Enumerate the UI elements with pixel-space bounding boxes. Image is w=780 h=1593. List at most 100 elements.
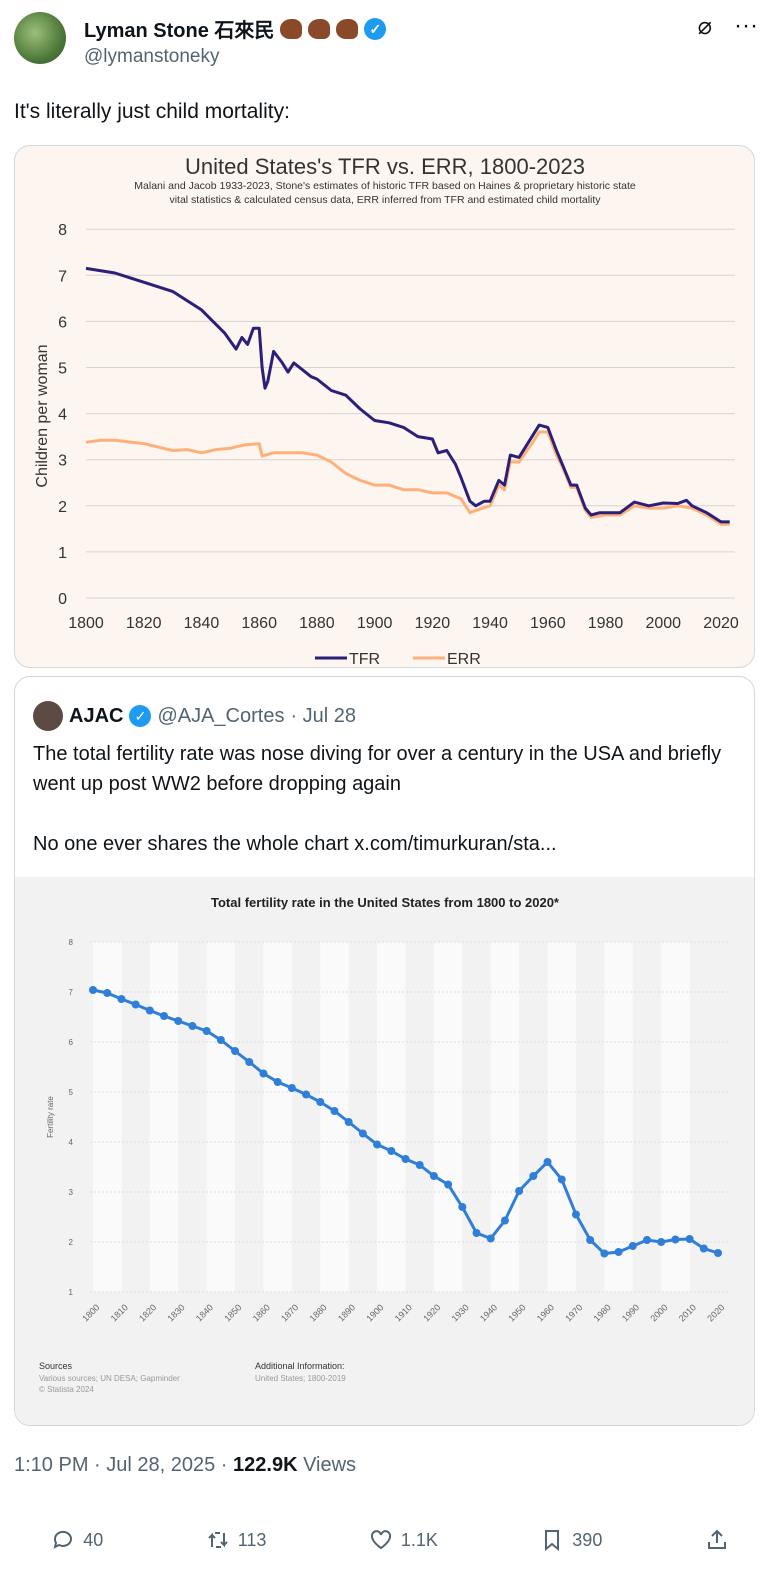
y-tick-label: 1	[69, 1288, 74, 1297]
reply-icon	[53, 1530, 73, 1549]
x-tick-label: 1860	[241, 615, 277, 632]
band	[433, 942, 463, 1292]
view-count: 122.9K	[233, 1454, 298, 1476]
repost-button[interactable]: 113	[206, 1528, 266, 1552]
x-tick-label: 2000	[645, 615, 681, 632]
x-tick-label: 1820	[126, 615, 162, 632]
quote-handle: @AJA_Cortes	[157, 704, 285, 727]
data-point	[458, 1203, 467, 1211]
x-tick-label: 1840	[194, 1302, 215, 1323]
quoted-tweet[interactable]: AJAC ✓ @AJA_Cortes · Jul 28 The total fe…	[14, 676, 755, 1426]
x-tick-label: 1910	[393, 1302, 414, 1323]
data-point	[529, 1172, 538, 1180]
chart-subtitle: Malani and Jacob 1933-2023, Stone's esti…	[134, 180, 636, 192]
y-tick-label: 1	[58, 545, 67, 562]
x-tick-label: 1830	[165, 1302, 186, 1323]
y-axis-label: Fertility rate	[46, 1096, 55, 1138]
y-tick-label: 2	[58, 499, 67, 516]
x-tick-label: 1860	[251, 1302, 272, 1323]
copyright-text: © Statista 2024	[39, 1385, 94, 1394]
y-axis-label: Children per woman	[34, 344, 51, 487]
x-tick-label: 1990	[620, 1302, 641, 1323]
quote-text: The total fertility rate was nose diving…	[33, 743, 722, 855]
data-point	[302, 1090, 311, 1099]
x-tick-label: 1980	[592, 1302, 613, 1323]
data-point	[557, 1175, 566, 1184]
data-point	[358, 1129, 367, 1138]
data-point	[89, 986, 97, 994]
data-point	[273, 1078, 282, 1086]
statista-fertility-chart: Total fertility rate in the United State…	[39, 895, 730, 1394]
bookmark-button[interactable]: 390	[540, 1528, 602, 1552]
x-tick-label: 1920	[415, 615, 451, 632]
y-tick-label: 6	[58, 314, 67, 331]
quote-author-name: AJAC	[69, 704, 124, 727]
bison-emoji-icon	[336, 18, 359, 39]
y-tick-label: 5	[69, 1088, 74, 1097]
quote-date: · Jul 28	[290, 704, 357, 727]
statista-chart-image[interactable]: Total fertility rate in the United State…	[15, 877, 754, 1425]
author-handle[interactable]: @lymanstoneky	[84, 46, 220, 67]
x-tick-label: 2010	[677, 1302, 698, 1323]
data-point	[586, 1236, 595, 1244]
bookmark-icon	[545, 1530, 560, 1552]
x-tick-label: 1800	[80, 1302, 101, 1323]
chart-title: United States's TFR vs. ERR, 1800-2023	[185, 154, 585, 179]
y-tick-label: 0	[58, 591, 67, 608]
band	[206, 942, 236, 1292]
data-point	[373, 1140, 382, 1149]
band	[149, 942, 179, 1292]
band	[377, 942, 406, 1292]
y-tick-label: 8	[58, 222, 67, 239]
x-tick-label: 2020	[703, 615, 739, 632]
band	[604, 942, 633, 1292]
data-point	[699, 1244, 708, 1253]
x-tick-label: 1970	[563, 1302, 584, 1323]
avatar[interactable]	[14, 12, 66, 64]
x-tick-label: 1940	[478, 1302, 499, 1323]
share-button[interactable]	[705, 1528, 729, 1552]
sources-label: Sources	[39, 1361, 73, 1371]
data-point	[628, 1242, 637, 1250]
x-tick-label: 1810	[109, 1302, 130, 1323]
x-tick-label: 1950	[506, 1302, 527, 1323]
band	[263, 942, 292, 1292]
data-point	[614, 1248, 623, 1256]
data-point	[685, 1235, 694, 1243]
timestamp[interactable]: 1:10 PM · Jul 28, 2025 ·	[14, 1454, 234, 1476]
data-point	[202, 1027, 211, 1035]
series-line-err	[85, 430, 730, 526]
data-point	[472, 1229, 481, 1237]
x-tick-label: 1900	[364, 1302, 385, 1323]
x-tick-label: 1900	[357, 615, 393, 632]
data-point	[486, 1234, 495, 1243]
y-tick-label: 4	[58, 407, 67, 424]
additional-info-text: United States; 1800-2019	[255, 1374, 346, 1383]
data-point	[117, 995, 126, 1003]
data-point	[160, 1012, 169, 1020]
data-point	[671, 1235, 680, 1244]
data-point	[415, 1161, 424, 1169]
data-point	[188, 1022, 197, 1030]
additional-info-label: Additional Information:	[255, 1361, 345, 1371]
tweet-text: It's literally just child mortality:	[14, 100, 290, 123]
data-point	[231, 1047, 240, 1055]
data-point	[500, 1216, 509, 1225]
data-point	[642, 1236, 651, 1244]
x-tick-label: 2000	[648, 1302, 669, 1323]
y-tick-label: 7	[69, 988, 74, 997]
legend-label: ERR	[447, 651, 481, 668]
tfr-err-chart-image[interactable]: United States's TFR vs. ERR, 1800-2023 Ma…	[14, 145, 755, 668]
data-point	[714, 1249, 722, 1257]
x-tick-label: 1800	[68, 615, 104, 632]
data-point	[344, 1118, 353, 1126]
reply-button[interactable]: 40	[51, 1528, 103, 1552]
grok-icon[interactable]: ⌀	[697, 13, 713, 40]
x-tick-label: 1960	[530, 615, 566, 632]
y-tick-label: 6	[69, 1038, 74, 1047]
like-button[interactable]: 1.1K	[369, 1528, 438, 1552]
y-tick-label: 5	[58, 361, 67, 378]
x-tick-label: 1980	[588, 615, 624, 632]
author-name[interactable]: Lyman Stone 石來民 ✓	[84, 14, 387, 43]
more-options-icon[interactable]: ···	[734, 12, 758, 39]
